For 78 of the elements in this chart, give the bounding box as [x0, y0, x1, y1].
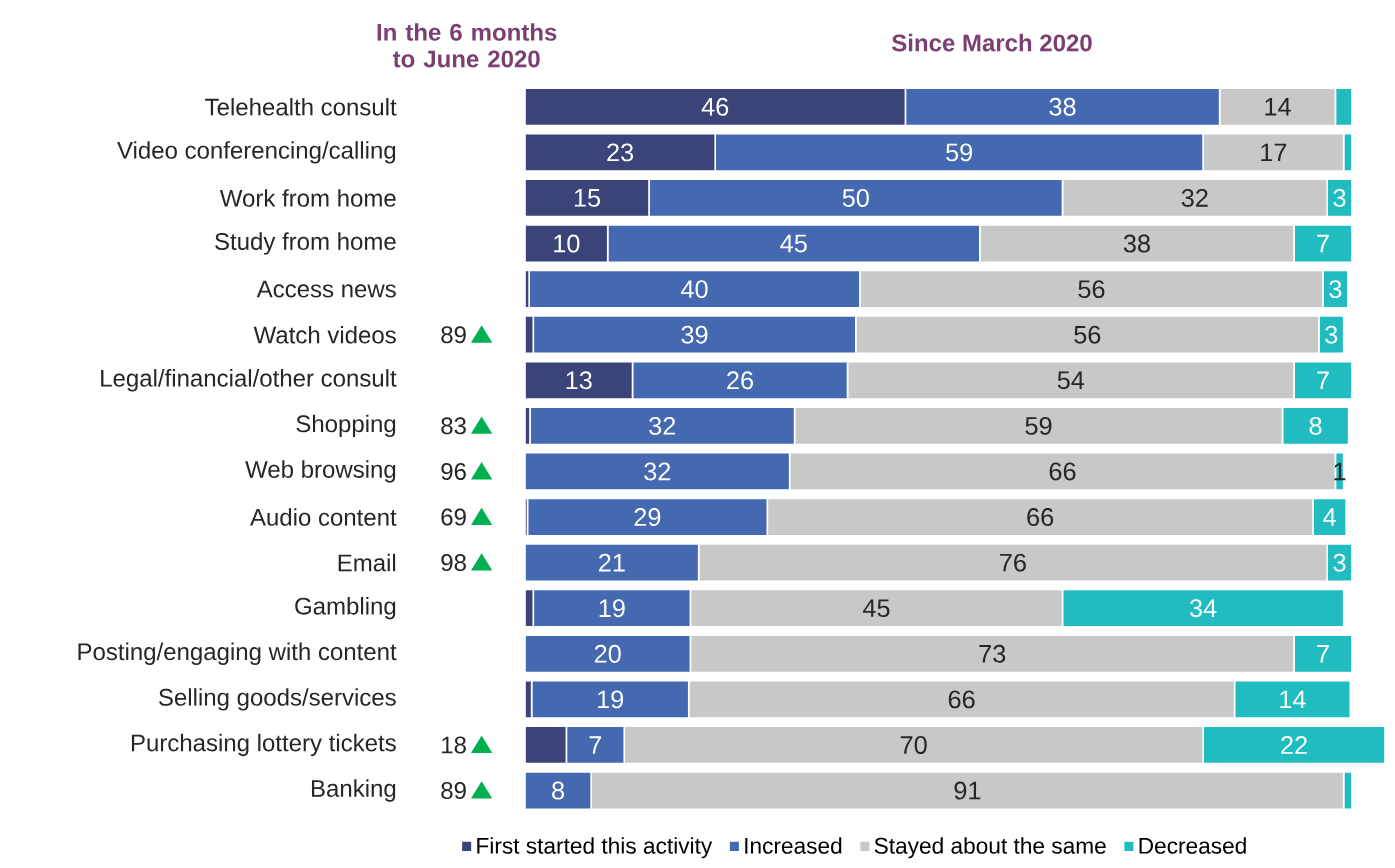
y-tick-label: Banking: [311, 779, 396, 802]
data-label: 18: [442, 736, 466, 754]
y-tick-label: Selling goods/services: [159, 688, 396, 711]
data-label: 89: [441, 782, 466, 800]
data-label: 89: [441, 326, 466, 344]
y-tick-label: Legal/financial/other consult: [101, 369, 397, 392]
data-label: 50: [842, 188, 869, 207]
data-label: 21: [599, 553, 625, 572]
data-label: 19: [598, 690, 624, 709]
data-label: 7: [1317, 234, 1329, 253]
data-label: 10: [554, 234, 580, 253]
data-label: 66: [948, 690, 975, 709]
data-label: 29: [634, 508, 661, 527]
y-tick-label: Telehealth consult: [205, 97, 397, 116]
y-tick-label: Email: [338, 553, 396, 572]
data-label: 3: [1333, 553, 1346, 572]
data-label: 3: [1333, 188, 1346, 207]
data-label: 45: [862, 599, 890, 618]
data-label: 7: [1317, 371, 1329, 389]
chart-title: Since March 2020: [891, 33, 1092, 52]
data-label: 8: [1309, 416, 1322, 435]
y-tick-label: Work from home: [219, 189, 396, 207]
data-label: 26: [727, 371, 753, 390]
data-label: 22: [1281, 736, 1307, 754]
data-label: 20: [594, 644, 621, 663]
data-label: 19: [599, 599, 625, 618]
data-label: 7: [589, 736, 602, 754]
data-label: 3: [1325, 325, 1338, 344]
y-tick-label: Video conferencing/calling: [117, 141, 396, 164]
data-label: 70: [900, 735, 927, 754]
data-label: 40: [681, 280, 708, 299]
data-label: 54: [1057, 371, 1085, 390]
y-tick-label: Purchasing lottery tickets: [131, 733, 396, 757]
y-tick-label: Gambling: [295, 597, 396, 620]
data-label: 14: [1280, 690, 1306, 709]
data-label: 8: [552, 781, 565, 800]
y-tick-label: Access news: [256, 280, 396, 298]
data-label: 69: [441, 508, 466, 526]
legend-label: Decreased: [1139, 837, 1246, 854]
data-label: 15: [574, 189, 601, 207]
data-label: 38: [1123, 234, 1150, 253]
data-label: 83: [441, 417, 466, 435]
text: In the 6 months to June 2020: [377, 23, 557, 68]
data-label: 73: [979, 644, 1006, 663]
data-label: 91: [954, 781, 981, 800]
data-label: 4: [1323, 508, 1336, 526]
data-label: 66: [1049, 462, 1076, 481]
y-tick-label: Web browsing: [245, 460, 396, 483]
legend-label: Increased: [745, 837, 842, 854]
data-label: 23: [607, 143, 634, 162]
data-label: 59: [1025, 416, 1052, 435]
y-tick-label: Audio content: [250, 508, 397, 526]
data-label: 56: [1078, 280, 1105, 299]
data-label: 17: [1261, 143, 1287, 162]
legend-label: Stayed about the same: [874, 837, 1106, 859]
data-label: 66: [1027, 508, 1054, 527]
data-label: 34: [1189, 599, 1217, 618]
data-label: 32: [649, 416, 676, 435]
data-label: 46: [701, 97, 729, 116]
data-label: 32: [1181, 188, 1208, 207]
y-tick-label: Posting/engaging with content: [78, 642, 397, 665]
data-label: 96: [441, 462, 466, 480]
data-label: 39: [681, 325, 708, 344]
data-label: 14: [1265, 98, 1291, 116]
legend-label: First started this activity: [477, 837, 713, 859]
data-label: 7: [1317, 645, 1329, 663]
data-label: 13: [566, 371, 592, 390]
data-label: 76: [1000, 553, 1026, 572]
data-label: 45: [780, 234, 807, 253]
y-tick-label: Watch videos: [253, 325, 396, 344]
y-tick-label: Shopping: [296, 414, 396, 438]
y-tick-label: Study from home: [215, 232, 396, 255]
data-label: 98: [441, 554, 466, 572]
data-label: 38: [1049, 97, 1076, 116]
data-label: 32: [644, 462, 671, 481]
data-label: 56: [1074, 325, 1101, 344]
data-label: 3: [1329, 280, 1342, 299]
data-label: 59: [946, 143, 973, 162]
